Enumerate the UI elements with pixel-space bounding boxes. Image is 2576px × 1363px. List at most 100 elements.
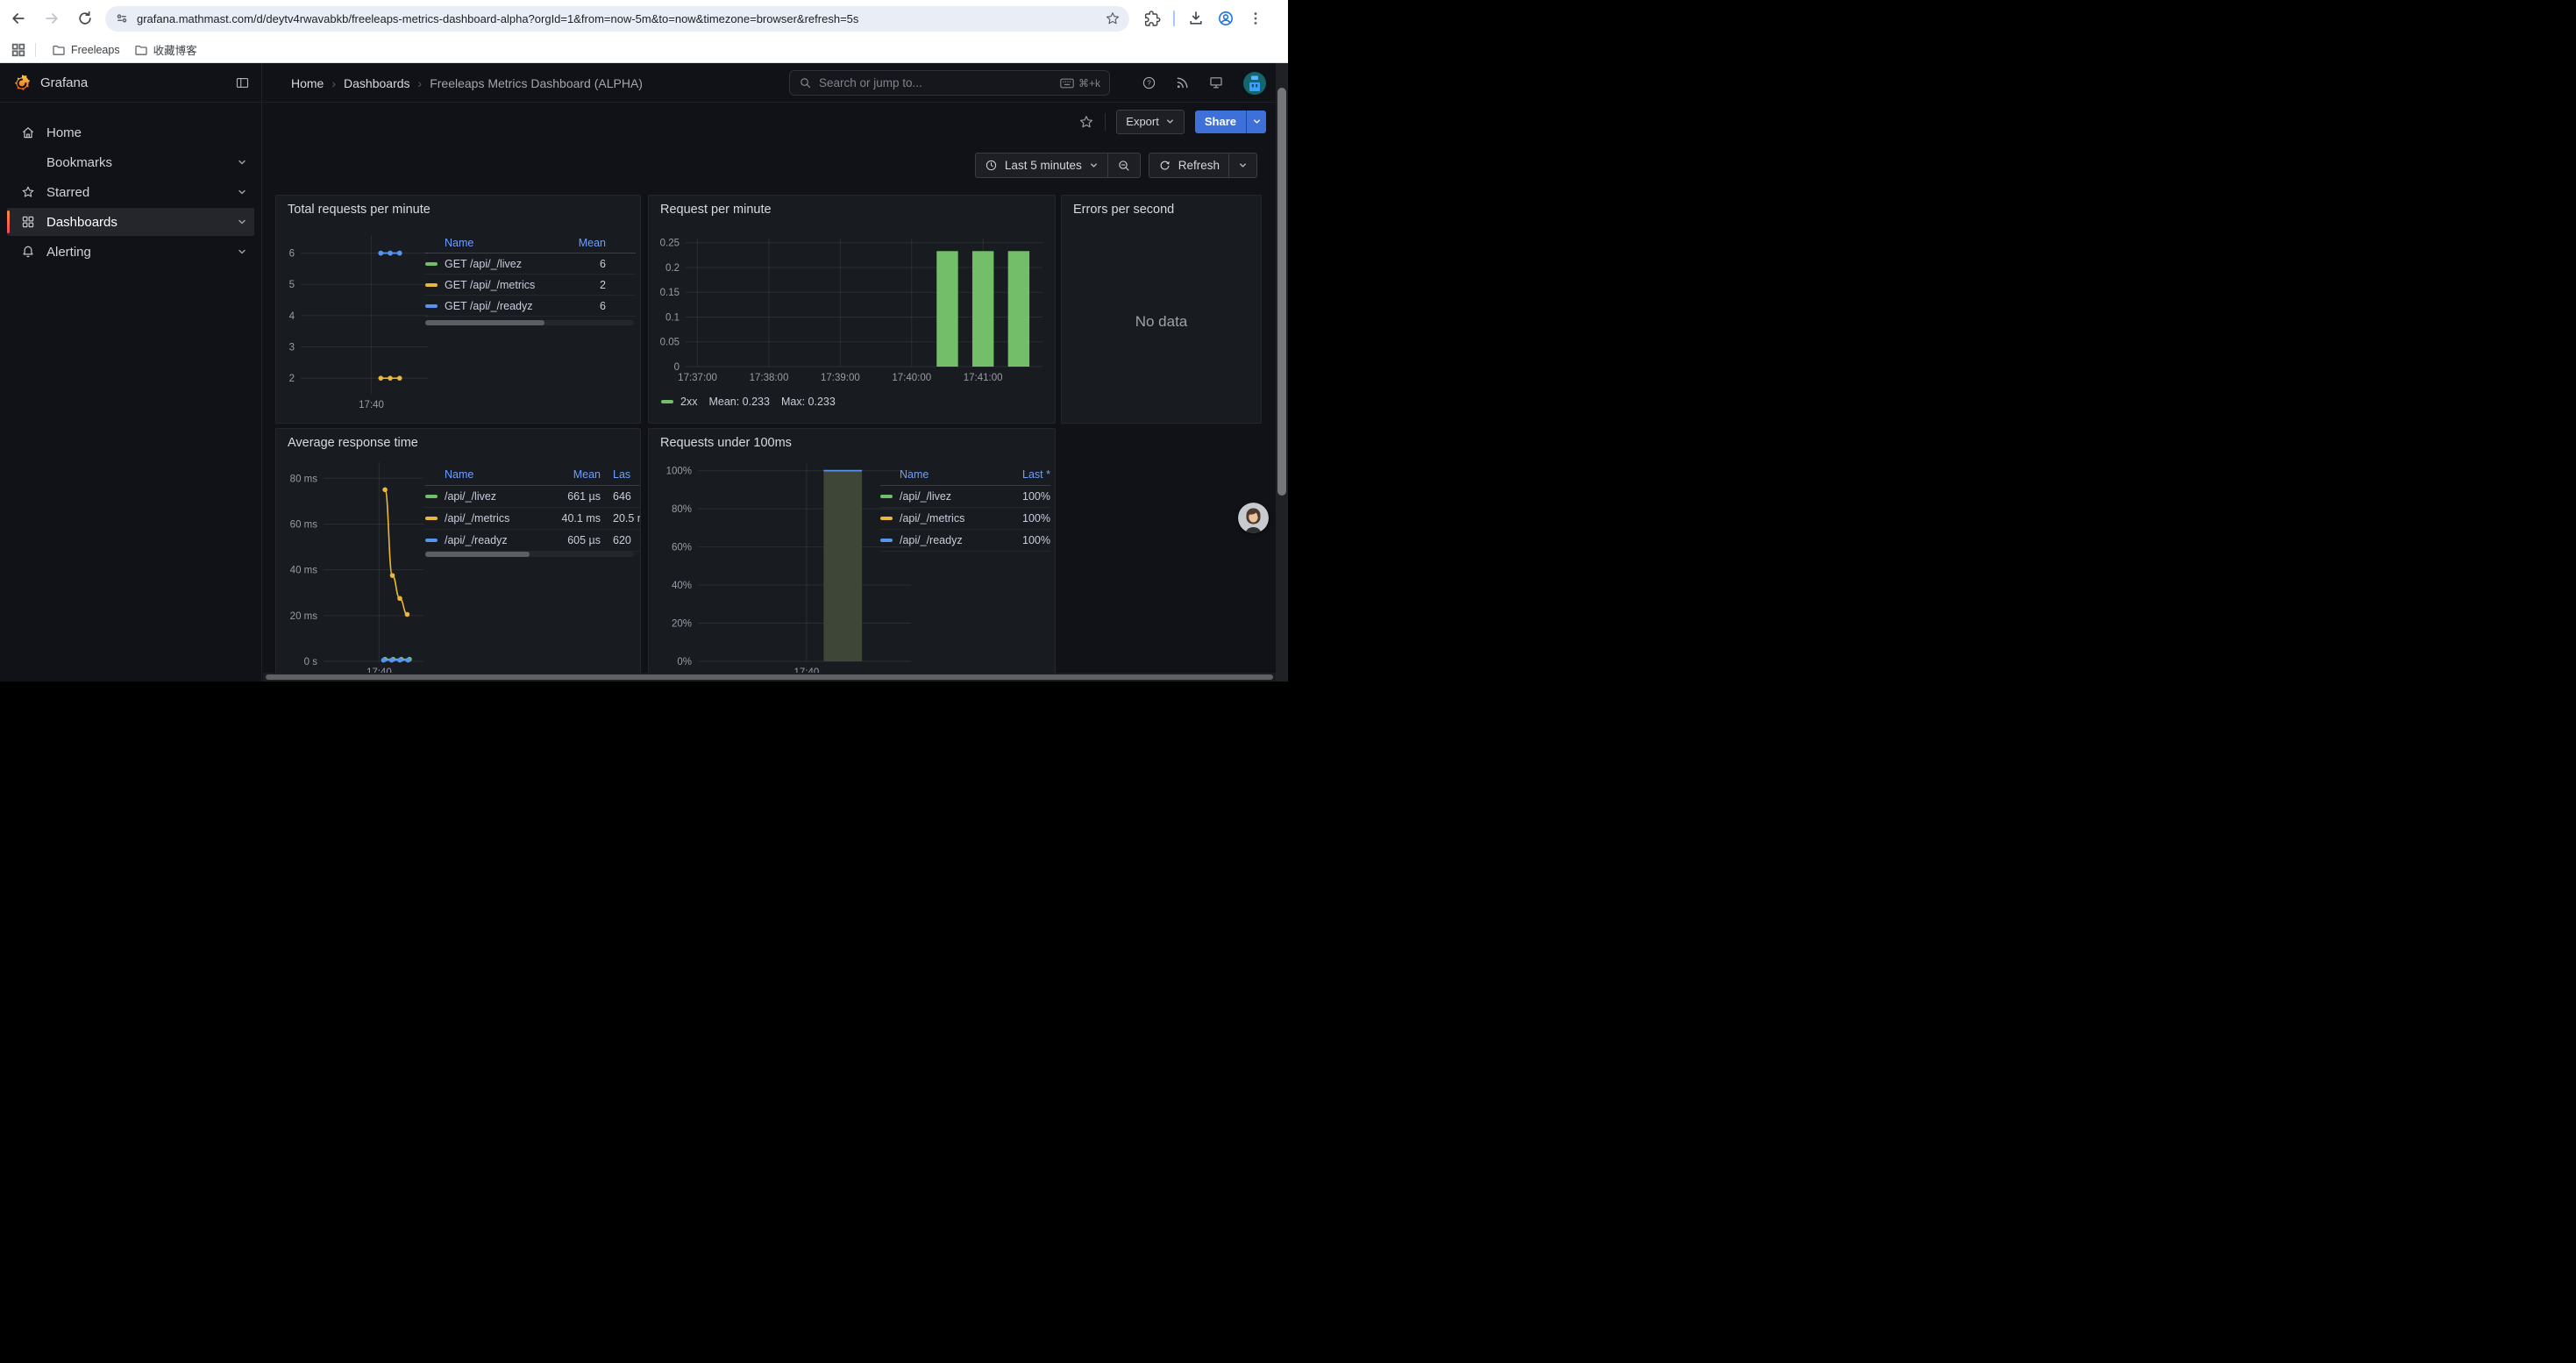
- legend-row: /api/_/metrics 100%: [880, 508, 1050, 530]
- legend-col-name[interactable]: Name: [880, 468, 1005, 481]
- legend-scrollbar[interactable]: [425, 552, 634, 557]
- under-100ms-chart[interactable]: 100%80%60%40%20%0%17:40: [652, 460, 915, 682]
- downloads-icon[interactable]: [1187, 10, 1205, 27]
- legend-header: Name Mean Las: [425, 464, 641, 486]
- sidebar-item-bookmarks[interactable]: Bookmarks: [7, 148, 254, 176]
- legend-col-name[interactable]: Name: [425, 468, 549, 481]
- sidebar-item-dashboards[interactable]: Dashboards: [7, 208, 254, 236]
- sidebar-item-alerting[interactable]: Alerting: [7, 238, 254, 266]
- series-mean: 661 µs: [549, 490, 601, 503]
- sidebar-nav: Home Bookmarks Starred Dashboards Alerti…: [0, 103, 262, 682]
- extensions-icon[interactable]: [1143, 10, 1161, 27]
- bookmark-star-icon[interactable]: [1105, 11, 1121, 26]
- legend-header: Name Mean: [425, 232, 636, 253]
- panel-title[interactable]: Total requests per minute: [288, 203, 431, 217]
- sidebar-toggle-button[interactable]: [235, 75, 250, 90]
- series-mean: Mean: 0.233: [708, 396, 770, 408]
- apps-grid-icon[interactable]: [11, 42, 26, 58]
- export-button[interactable]: Export: [1116, 110, 1185, 134]
- legend-row: /api/_/livez 661 µs 646: [425, 486, 641, 508]
- series-swatch: [425, 517, 438, 520]
- news-rss-icon[interactable]: [1175, 75, 1190, 90]
- breadcrumb-home[interactable]: Home: [291, 76, 324, 90]
- chevron-down-icon[interactable]: [237, 187, 247, 197]
- avg-response-chart[interactable]: 80 ms60 ms40 ms20 ms0 s17:40: [281, 460, 426, 682]
- refresh-interval-dropdown[interactable]: [1228, 153, 1256, 177]
- vertical-scrollbar[interactable]: [1276, 63, 1288, 682]
- breadcrumb-dashboards[interactable]: Dashboards: [344, 76, 410, 90]
- series-swatch: [425, 283, 438, 287]
- series-name[interactable]: 2xx: [680, 396, 697, 408]
- share-dropdown-button[interactable]: [1246, 111, 1266, 133]
- profile-icon[interactable]: [1217, 10, 1235, 27]
- forward-arrow-icon: [43, 10, 60, 27]
- address-bar[interactable]: grafana.mathmast.com/d/deytv4rwavabkb/fr…: [105, 6, 1129, 32]
- scrollbar-corner: [1276, 673, 1288, 682]
- breadcrumb-separator: ›: [418, 76, 423, 90]
- series-swatch: [880, 517, 893, 520]
- total-requests-chart[interactable]: 6543217:40: [281, 231, 431, 417]
- reload-button[interactable]: [72, 5, 98, 32]
- series-swatch: [661, 400, 673, 403]
- back-arrow-icon: [10, 10, 27, 27]
- bookmark-folder-freeleaps[interactable]: Freeleaps: [45, 40, 127, 60]
- user-avatar[interactable]: [1242, 71, 1267, 96]
- bookmark-folder-blogs[interactable]: 收藏博客: [127, 39, 204, 61]
- legend-row: /api/_/readyz 605 µs 620: [425, 530, 641, 552]
- series-last: 620: [601, 534, 641, 546]
- series-mean: 6: [557, 258, 606, 270]
- bookmark-label: 收藏博客: [153, 41, 197, 58]
- refresh-button[interactable]: Refresh: [1149, 153, 1228, 177]
- request-per-minute-chart[interactable]: 0.250.20.150.10.05017:37:0017:38:0017:39…: [652, 231, 1051, 389]
- sidebar-item-starred[interactable]: Starred: [7, 178, 254, 206]
- series-last: 100%: [1005, 490, 1050, 503]
- sidebar-item-home[interactable]: Home: [7, 118, 254, 146]
- zoom-out-icon: [1117, 159, 1131, 173]
- bookmark-label: Freeleaps: [71, 44, 120, 56]
- panel-title[interactable]: Requests under 100ms: [660, 436, 792, 450]
- assistant-avatar-bubble[interactable]: [1238, 503, 1269, 533]
- series-name[interactable]: /api/_/metrics: [900, 512, 1005, 525]
- vertical-scrollbar-thumb[interactable]: [1277, 88, 1286, 496]
- actions-divider: [1105, 113, 1106, 131]
- legend-col-last[interactable]: Last *: [1005, 468, 1050, 481]
- forward-button[interactable]: [39, 5, 65, 32]
- back-button[interactable]: [5, 5, 32, 32]
- horizontal-scrollbar[interactable]: [263, 673, 1276, 682]
- chevron-down-icon[interactable]: [237, 217, 247, 227]
- site-settings-icon[interactable]: [114, 11, 130, 26]
- panel-title[interactable]: Request per minute: [660, 203, 772, 217]
- legend-col-mean[interactable]: Mean: [557, 237, 606, 249]
- series-name[interactable]: GET /api/_/readyz: [445, 300, 557, 312]
- series-name[interactable]: /api/_/livez: [445, 490, 549, 503]
- search-input[interactable]: Search or jump to... ⌘+k: [789, 70, 1110, 96]
- series-name[interactable]: /api/_/readyz: [445, 534, 549, 546]
- favorite-star-icon[interactable]: [1078, 114, 1094, 130]
- horizontal-scrollbar-thumb[interactable]: [266, 674, 1273, 680]
- grafana-logo[interactable]: [12, 74, 32, 93]
- legend-scrollbar[interactable]: [425, 320, 634, 325]
- share-button[interactable]: Share: [1195, 111, 1246, 133]
- series-name[interactable]: GET /api/_/metrics: [445, 279, 557, 291]
- keyboard-icon: [1060, 78, 1074, 89]
- series-name[interactable]: /api/_/readyz: [900, 534, 1005, 546]
- chevron-down-icon[interactable]: [237, 246, 247, 257]
- legend-col-mean[interactable]: Mean: [549, 468, 601, 481]
- url-text[interactable]: grafana.mathmast.com/d/deytv4rwavabkb/fr…: [137, 12, 1105, 25]
- series-name[interactable]: /api/_/metrics: [445, 512, 549, 525]
- zoom-out-button[interactable]: [1107, 153, 1140, 177]
- legend-col-last[interactable]: Las: [601, 468, 641, 481]
- folder-icon: [52, 43, 66, 57]
- chevron-down-icon[interactable]: [237, 157, 247, 168]
- panel-title[interactable]: Average response time: [288, 436, 418, 450]
- series-name[interactable]: /api/_/livez: [900, 490, 1005, 503]
- svg-text:0 s: 0 s: [304, 657, 318, 667]
- help-icon[interactable]: ?: [1142, 75, 1156, 90]
- menu-dots-icon[interactable]: [1247, 10, 1264, 27]
- series-name[interactable]: GET /api/_/livez: [445, 258, 557, 270]
- time-range-picker[interactable]: Last 5 minutes: [976, 153, 1107, 177]
- kiosk-monitor-icon[interactable]: [1208, 75, 1224, 90]
- series-last: 100%: [1005, 534, 1050, 546]
- legend-col-name[interactable]: Name: [425, 237, 557, 249]
- browser-window: grafana.mathmast.com/d/deytv4rwavabkb/fr…: [0, 0, 1288, 682]
